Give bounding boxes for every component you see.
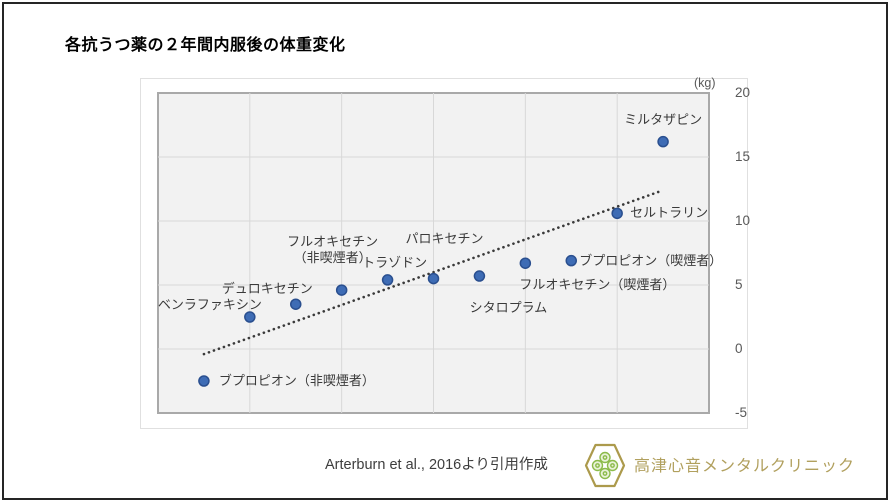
point-label: ミルタザピン bbox=[624, 111, 703, 127]
data-point bbox=[657, 135, 669, 148]
data-point bbox=[335, 284, 348, 296]
data-point bbox=[611, 207, 623, 220]
clinic-logo-icon bbox=[584, 443, 626, 488]
point-label: ベンラファキシン bbox=[157, 297, 262, 312]
y-tick-label: 5 bbox=[735, 277, 743, 292]
y-tick-label: -5 bbox=[735, 405, 748, 420]
point-label: パロキセチン bbox=[405, 230, 484, 246]
logo-hexagon bbox=[584, 443, 626, 488]
clinic-name: 高津心音メンタルクリニック bbox=[634, 458, 856, 475]
data-point bbox=[381, 274, 394, 286]
y-tick-label: 15 bbox=[735, 149, 751, 164]
data-point bbox=[244, 311, 256, 323]
point-label: セルトラリン bbox=[630, 205, 709, 221]
data-point bbox=[473, 270, 486, 282]
point-label: フルオキセチン （非喫煙者） bbox=[287, 234, 379, 266]
data-point bbox=[565, 254, 577, 267]
data-point bbox=[427, 272, 440, 285]
y-tick-label: 10 bbox=[735, 213, 751, 228]
y-tick-label: 20 bbox=[735, 85, 751, 100]
data-point bbox=[198, 375, 210, 387]
footer-citation: Arterburn et al., 2016より引用作成 bbox=[325, 457, 548, 473]
point-label: ブプロピオン（喫煙者） bbox=[579, 252, 723, 268]
point-label: フルオキセチン（喫煙者） bbox=[519, 277, 676, 293]
point-label: シタロプラム bbox=[469, 300, 548, 316]
y-tick-label: 0 bbox=[735, 341, 743, 356]
data-point bbox=[290, 298, 302, 310]
point-label: ブプロピオン（非喫煙者） bbox=[218, 373, 375, 388]
data-point bbox=[519, 257, 532, 269]
point-label: デュロキセチン bbox=[221, 281, 313, 297]
unit-label: (kg) bbox=[694, 76, 716, 90]
trend-line bbox=[202, 188, 665, 356]
chart-title: 各抗うつ薬の２年間内服後の体重変化 bbox=[65, 37, 346, 54]
logo-clover bbox=[591, 451, 619, 480]
point-label: トラゾドン bbox=[362, 254, 428, 270]
